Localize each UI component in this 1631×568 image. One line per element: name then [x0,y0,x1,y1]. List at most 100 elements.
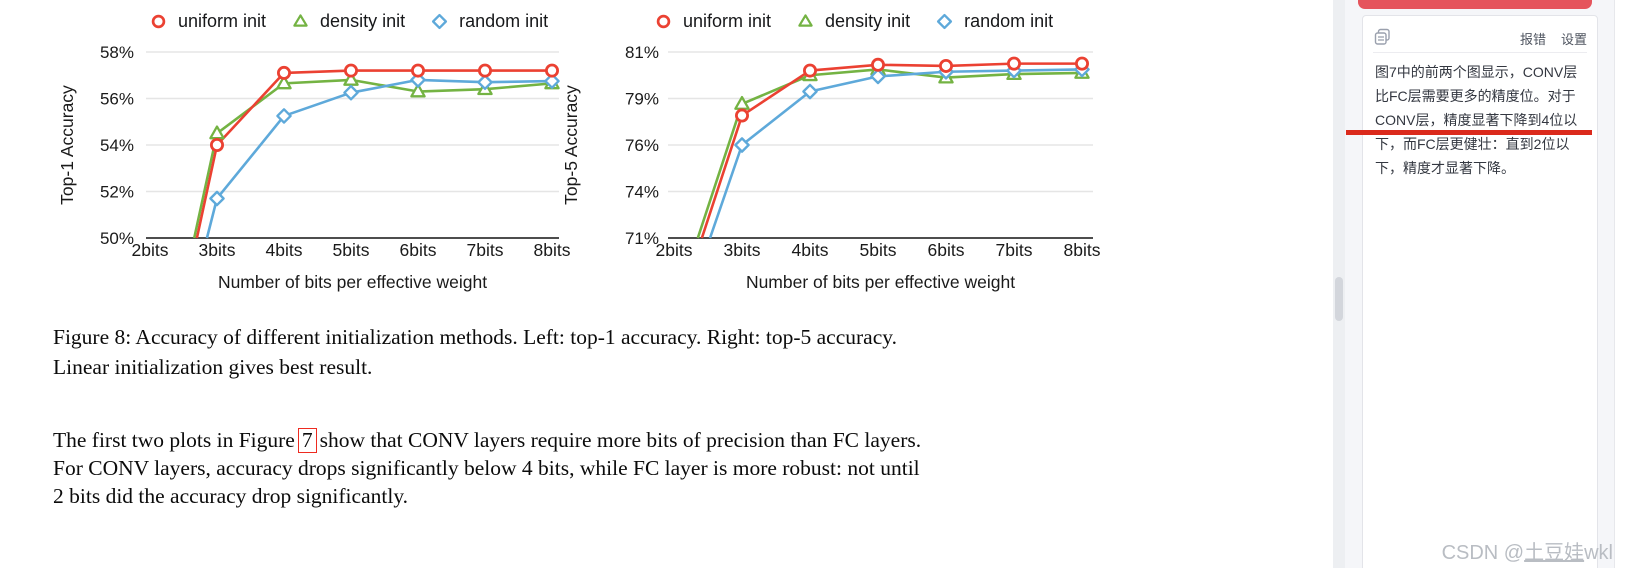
marker-circle [477,63,492,78]
translation-line-2: 比FC层需要更多的精度位。对于 [1375,88,1576,104]
circle-marker-icon [151,14,166,29]
marker-triangle [276,75,292,90]
right-chart-ytick-label: 71% [625,229,659,248]
marker-triangle [410,83,426,98]
legend-item-uniform: uniform init [150,11,266,32]
figure-caption: Figure 8: Accuracy of different initiali… [53,322,1093,382]
csdn-watermark: CSDN @土豆娃wkl [1395,536,1613,565]
left-chart-ytick-label: 50% [100,229,134,248]
marker-circle [939,58,954,73]
marker-diamond [734,137,750,153]
translation-highlight-underline [1346,130,1592,135]
paragraph-line-2: For CONV layers, accuracy drops signific… [53,456,920,480]
right-chart-ytick-label: 79% [625,90,659,109]
marker-diamond [477,74,493,91]
left-chart-xtick-label: 3bits [199,240,236,260]
translation-line-3: CONV层，精度显著下降到4位以 [1375,112,1578,128]
left-chart-xtick-label: 7bits [467,240,504,260]
panel-divider [1373,52,1587,53]
legend-label: density init [825,11,911,31]
paragraph-line-1-pre: The first two plots in Figure [53,428,295,452]
marker-circle [735,108,750,123]
panel-actions: 报错 设置 [1520,29,1587,48]
right-chart-ytick-label: 76% [625,136,659,155]
legend-item-density: density init [797,11,910,32]
right-chart-xtick-label: 5bits [860,240,897,260]
right-chart-xtick-label: 4bits [792,240,829,260]
marker-circle [545,63,560,78]
right-chart-xtick-label: 8bits [1064,240,1101,260]
left-chart-xtick-label: 8bits [534,240,571,260]
report-error-link[interactable]: 报错 [1519,32,1546,47]
legend-label: random init [459,11,549,31]
marker-circle [276,65,291,80]
right-chart-ytick-label: 81% [625,43,659,62]
left-chart-xtick-label: 6bits [400,240,437,260]
left-chart-ytick-label: 56% [100,90,134,109]
caption-line-2: Linear initialization gives best result. [53,355,373,379]
paragraph-line-1-post: show that CONV layers require more bits … [319,428,922,452]
watermark-suffix: wkl [1584,542,1613,564]
marker-circle [343,63,358,78]
right-chart-line-density [696,68,1083,239]
marker-diamond [870,68,886,85]
right-chart-xtick-label: 7bits [996,240,1033,260]
left-chart-ytick-label: 52% [100,183,134,202]
content-scrollbar-thumb[interactable] [1335,277,1343,321]
translation-line-4: 下，而FC层更健壮：直到2位以 [1375,136,1570,152]
triangle-marker-icon [293,14,308,27]
left-chart-ytick-label: 54% [100,136,134,155]
legend-label: uniform init [683,11,772,31]
diamond-marker-icon [937,13,953,30]
right-chart-ytick-label: 74% [625,183,659,202]
legend-item-uniform: uniform init [655,11,771,32]
paragraph-line-1: The first two plots in Figure 7 show that … [53,426,1093,454]
window-scrollbar-area[interactable] [1614,0,1631,568]
marker-circle [871,57,886,72]
translation-panel: 报错 设置 图7中的前两个图显示，CONV层 比FC层需要更多的精度位。对于 C… [1362,15,1598,568]
marker-diamond [276,108,292,124]
legend-label: uniform init [178,11,267,31]
left-chart-line-uniform [195,69,552,239]
triangle-marker-icon [798,14,813,27]
watermark-prefix: CSDN @ [1441,542,1525,564]
right-chart-xtick-label: 6bits [928,240,965,260]
left-chart-xtick-label: 4bits [266,240,303,260]
left-chart-legend: uniform init density init random init [150,11,548,32]
paragraph-line-3: 2 bits did the accuracy drop significant… [53,484,409,508]
settings-link[interactable]: 设置 [1560,32,1587,47]
marker-circle [1007,56,1022,71]
legend-item-random: random init [431,11,548,32]
marker-diamond [343,84,359,101]
body-paragraph: The first two plots in Figure 7 show that … [53,426,1093,510]
right-chart-xtick-label: 3bits [724,240,761,260]
marker-diamond [544,73,560,89]
right-chart-legend: uniform init density init random init [655,11,1053,32]
legend-label: density init [320,11,406,31]
citation-7-link[interactable]: 7 [297,428,317,453]
translation-line-5: 下，精度才显著下降。 [1375,160,1515,176]
legend-item-random: random init [936,11,1053,32]
right-chart-xtick-label: 2bits [656,240,693,260]
marker-triangle [343,71,359,86]
marker-diamond [209,190,225,207]
marker-circle [803,63,818,78]
legend-item-density: density init [292,11,405,32]
left-chart-y-axis-title: Top-1 Accuracy [57,85,77,205]
legend-label: random init [964,11,1054,31]
marker-circle [1075,56,1090,71]
right-chart-y-axis-title: Top-5 Accuracy [561,85,581,205]
circle-marker-icon [656,14,671,29]
caption-line-1: Figure 8: Accuracy of different initiali… [53,325,897,349]
right-chart-x-axis-title: Number of bits per effective weight [746,272,1015,292]
translation-line-1: 图7中的前两个图显示，CONV层 [1375,64,1578,80]
figure-8-charts: 58% 56% 54% 52% 50% 2bits 3bits 4bits 5bits 6bits… [57,43,1101,292]
marker-circle [410,63,425,78]
translation-text: 图7中的前两个图显示，CONV层 比FC层需要更多的精度位。对于 CONV层，精… [1375,60,1591,180]
diamond-marker-icon [432,13,448,30]
right-chart-line-uniform [700,62,1082,239]
left-chart-ytick-label: 58% [100,43,134,62]
copy-icon[interactable] [1373,27,1393,47]
marker-circle [209,137,224,152]
